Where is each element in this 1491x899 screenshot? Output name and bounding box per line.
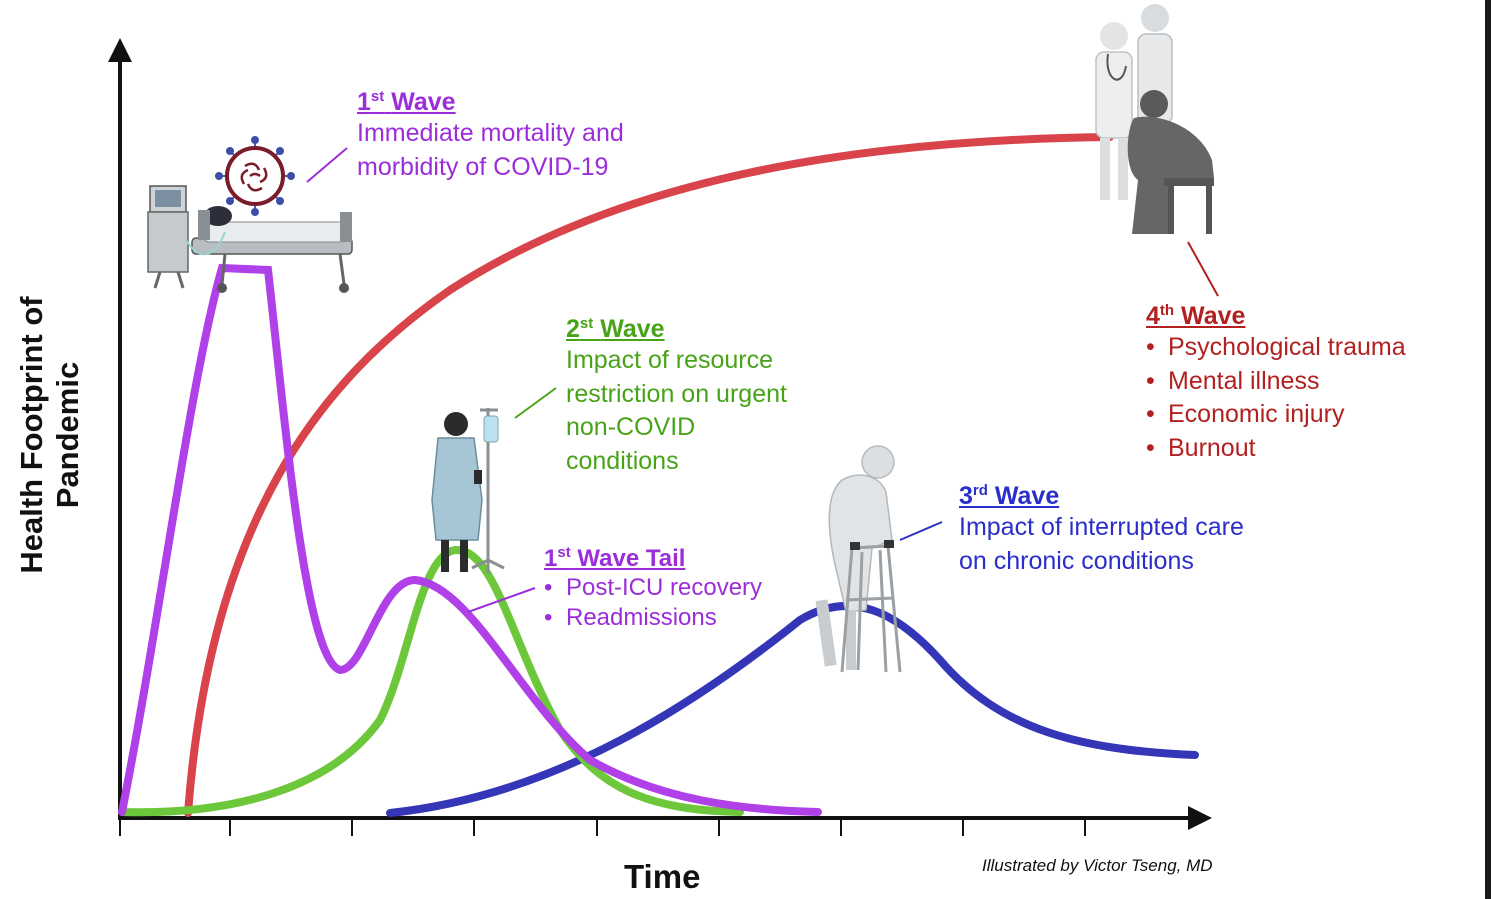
third-wave-line: Impact of interrupted care xyxy=(959,513,1244,541)
first-wave-callout: 1st Wave Immediate mortality and morbidi… xyxy=(357,88,624,184)
second-wave-line: conditions xyxy=(566,446,679,475)
y-axis-label: Health Footprint of Pandemic xyxy=(14,270,86,600)
second-wave-line: non-COVID xyxy=(566,413,696,441)
second-wave-line: restriction on urgent xyxy=(566,379,787,408)
coronavirus-icon xyxy=(215,136,295,216)
second-wave-line: Impact of resource xyxy=(566,346,774,374)
tail-bullet: Post-ICU recovery xyxy=(544,573,762,603)
fourth-wave-leader xyxy=(1187,241,1219,297)
third-wave-leader xyxy=(899,521,943,541)
third-wave-heading: 3rd Wave xyxy=(959,482,1060,510)
icu-bed-icon xyxy=(147,185,353,293)
x-axis-label: Time xyxy=(624,858,701,895)
second-wave-callout: 2st Wave Impact of resource restriction … xyxy=(566,315,787,478)
tail-leader xyxy=(467,587,536,613)
second-wave-curve xyxy=(118,545,744,817)
first-wave-heading: 1st Wave xyxy=(357,88,456,116)
axes xyxy=(108,38,1212,836)
fourth-wave-bullet: Burnout xyxy=(1146,432,1406,466)
third-wave-curve xyxy=(386,602,1199,817)
fourth-wave-curve xyxy=(184,133,1114,817)
tail-heading: 1st Wave Tail xyxy=(544,544,686,572)
iv-patient-icon xyxy=(431,408,505,574)
first-wave-leader xyxy=(306,147,348,183)
fourth-wave-bullet: Mental illness xyxy=(1146,365,1406,399)
second-wave-heading: 2st Wave xyxy=(566,315,665,343)
tail-bullet: Readmissions xyxy=(544,603,762,633)
y-axis-label-line2: Pandemic xyxy=(50,361,85,509)
third-wave-line: on chronic conditions xyxy=(959,546,1194,575)
illustrator-credit: Illustrated by Victor Tseng, MD xyxy=(982,856,1213,875)
fourth-wave-heading: 4th Wave xyxy=(1146,302,1246,330)
elderly-walker-icon xyxy=(815,445,902,673)
x-axis-ticks xyxy=(119,818,1086,836)
y-axis-arrow xyxy=(108,38,132,62)
window-edge xyxy=(1485,0,1491,899)
first-wave-line: Immediate mortality and xyxy=(357,119,624,147)
tail-callout: 1st Wave Tail Post-ICU recovery Readmiss… xyxy=(544,544,762,633)
second-wave-leader xyxy=(514,387,557,419)
healthcare-workers-icon xyxy=(1095,4,1214,234)
y-axis-label-line1: Health Footprint of xyxy=(14,296,49,574)
fourth-wave-bullet: Psychological trauma xyxy=(1146,331,1406,365)
fourth-wave-bullet: Economic injury xyxy=(1146,398,1406,432)
fourth-wave-callout: 4th Wave Psychological trauma Mental ill… xyxy=(1146,302,1406,466)
first-wave-line: morbidity of COVID-19 xyxy=(357,152,609,181)
third-wave-callout: 3rd Wave Impact of interrupted care on c… xyxy=(959,482,1244,578)
x-axis-arrow xyxy=(1188,806,1212,830)
first-wave-curve xyxy=(118,263,822,816)
